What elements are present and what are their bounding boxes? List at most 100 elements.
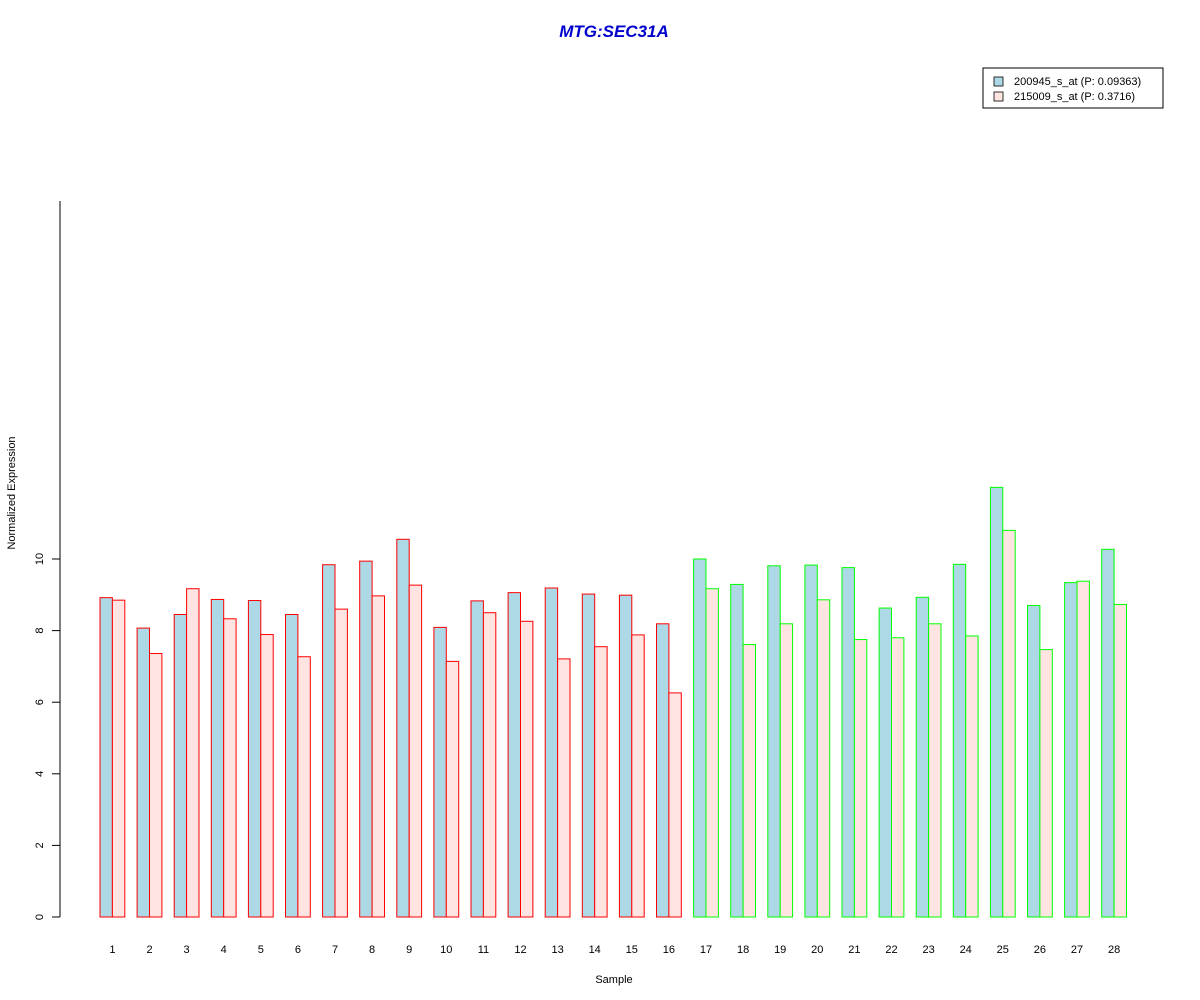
- x-tick-label: 27: [1071, 944, 1083, 956]
- x-tick-label: 3: [184, 944, 190, 956]
- x-tick-label: 4: [221, 944, 227, 956]
- bar-series-2-sample-21: [853, 639, 868, 918]
- y-axis: 0 2 4 6 8 10: [34, 201, 61, 920]
- x-tick-label: 24: [960, 944, 972, 956]
- bar-series-1-sample-28: [1101, 548, 1115, 918]
- x-tick-label: 16: [663, 944, 675, 956]
- y-tick-label: 8: [34, 628, 46, 634]
- bar-series-1-sample-24: [952, 563, 967, 918]
- x-tick-label: 8: [369, 944, 375, 956]
- x-tick-label: 6: [295, 944, 301, 956]
- bar-series-2-sample-14: [594, 646, 608, 918]
- bar-series-1-sample-7: [322, 564, 336, 918]
- x-tick-label: 21: [848, 944, 860, 956]
- legend-swatch-series-1: [993, 76, 1004, 87]
- legend-label-series-2: 215009_s_at (P: 0.3716): [1014, 91, 1135, 103]
- bar-series-1-sample-20: [804, 564, 818, 918]
- bar-series-1-sample-14: [581, 593, 596, 918]
- bar-series-1-sample-9: [396, 538, 410, 918]
- bar-series-2-sample-12: [520, 620, 534, 918]
- bar-series-2-sample-5: [260, 634, 274, 918]
- bar-series-2-sample-7: [334, 608, 348, 918]
- x-tick-label: 18: [737, 944, 749, 956]
- y-tick-label: 10: [34, 553, 46, 565]
- x-tick-label: 28: [1108, 944, 1120, 956]
- x-tick-label: 22: [885, 944, 897, 956]
- bar-series-1-sample-21: [841, 567, 855, 918]
- bar-series-2-sample-18: [742, 644, 756, 918]
- bar-series-1-sample-18: [730, 583, 744, 918]
- bar-series-1-sample-19: [767, 565, 781, 918]
- bar-series-2-sample-9: [408, 584, 423, 918]
- x-tick-label: 1: [109, 944, 115, 956]
- bar-series-2-sample-15: [631, 634, 645, 918]
- bar-series-2-sample-19: [779, 623, 794, 918]
- x-tick-label: 17: [700, 944, 712, 956]
- bar-series-1-sample-10: [433, 626, 447, 918]
- y-axis-label: Normalized Expression: [6, 436, 18, 549]
- bar-series-2-sample-24: [965, 635, 979, 918]
- bar-series-2-sample-4: [223, 618, 237, 918]
- bar-series-2-sample-3: [186, 588, 200, 918]
- bar-series-1-sample-25: [989, 486, 1004, 918]
- x-tick-label: 26: [1034, 944, 1046, 956]
- bar-series-1-sample-5: [247, 600, 262, 918]
- bar-series-2-sample-8: [371, 595, 386, 918]
- x-tick-labels: 1 2 3 4 5 6 7 8 9 10 11 12 13 14 15 16 17 18 19 20 21 22 23 24 2…: [109, 944, 1120, 956]
- bar-series-1-sample-13: [544, 587, 559, 918]
- bar-series-2-sample-10: [445, 660, 460, 918]
- bar-series-1-sample-15: [618, 594, 633, 918]
- bar-series-2-sample-11: [482, 612, 497, 918]
- bar-series-2-sample-23: [928, 623, 942, 918]
- bar-series-1-sample-27: [1064, 582, 1078, 918]
- x-tick-label: 13: [551, 944, 563, 956]
- bar-series-1-sample-4: [210, 598, 225, 918]
- x-tick-label: 5: [258, 944, 264, 956]
- bar-series-1-sample-12: [507, 592, 522, 918]
- bar-series-1-sample-2: [136, 627, 151, 918]
- bar-series-2-sample-13: [557, 658, 571, 918]
- bar-series-2-sample-1: [111, 599, 126, 918]
- bar-series-1-sample-16: [656, 623, 670, 918]
- legend-box: [982, 67, 1164, 109]
- bar-series-2-sample-2: [149, 653, 163, 918]
- x-tick-label: 10: [440, 944, 452, 956]
- legend: 200945_s_at (P: 0.09363) 215009_s_at (P:…: [982, 67, 1164, 109]
- bar-series-2-sample-17: [705, 588, 719, 918]
- bar-series-1-sample-23: [915, 596, 930, 918]
- bar-series-1-sample-22: [878, 607, 892, 918]
- x-tick-label: 11: [478, 944, 489, 956]
- x-tick-label: 23: [922, 944, 934, 956]
- x-axis-label: Sample: [595, 974, 632, 986]
- bar-series-2-sample-6: [297, 656, 311, 918]
- bar-series-1-sample-26: [1027, 605, 1041, 918]
- bar-series-1-sample-8: [359, 560, 373, 918]
- y-tick-label: 0: [34, 914, 46, 920]
- chart-title: MTG:SEC31A: [559, 22, 669, 41]
- bar-series-2-sample-20: [816, 599, 831, 918]
- legend-label-series-1: 200945_s_at (P: 0.09363): [1014, 76, 1141, 88]
- bar-series-1-sample-3: [173, 613, 188, 918]
- x-tick-label: 7: [332, 944, 338, 956]
- x-tick-label: 25: [997, 944, 1009, 956]
- x-tick-label: 15: [626, 944, 638, 956]
- y-tick-label: 6: [34, 699, 46, 705]
- bar-series-1-sample-17: [693, 558, 707, 918]
- bar-series-1-sample-11: [470, 600, 484, 918]
- legend-swatch-series-2: [993, 91, 1004, 102]
- bar-series-2-sample-27: [1076, 580, 1090, 918]
- bar-series-2-sample-28: [1113, 603, 1127, 918]
- x-tick-label: 19: [774, 944, 786, 956]
- bar-series-2-sample-26: [1039, 649, 1053, 918]
- x-tick-label: 2: [146, 944, 152, 956]
- bar-series-2-sample-16: [668, 692, 682, 918]
- bar-series-1-sample-6: [285, 613, 299, 918]
- x-tick-label: 20: [811, 944, 823, 956]
- y-tick-label: 2: [34, 842, 46, 848]
- bar-series-2-sample-25: [1002, 529, 1016, 918]
- y-tick-label: 4: [34, 771, 46, 777]
- bar-series-2-sample-22: [891, 637, 905, 918]
- bars-group: [99, 486, 1127, 918]
- x-tick-label: 14: [589, 944, 601, 956]
